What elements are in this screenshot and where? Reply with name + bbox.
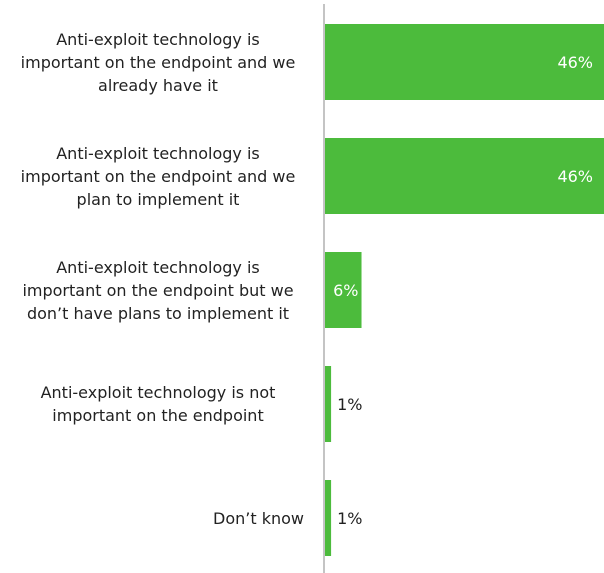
bar-1 xyxy=(325,24,604,100)
data-label-1: 46% xyxy=(557,53,593,72)
category-label-3: Anti-exploit technology is important on t… xyxy=(8,252,308,328)
bar-4 xyxy=(325,366,332,442)
category-label-line: don’t have plans to implement it xyxy=(26,303,290,323)
data-label-3: 6% xyxy=(333,281,358,300)
category-label-2: Anti-exploit technology is important on t… xyxy=(8,138,308,214)
category-label-line: already have it xyxy=(98,75,218,95)
bar-2 xyxy=(325,138,604,214)
category-label-line: Anti-exploit technology is xyxy=(56,29,260,49)
category-label-line: important on the endpoint and we xyxy=(20,166,296,186)
category-label-1: Anti-exploit technology is important on t… xyxy=(8,24,308,100)
category-label-line: Anti-exploit technology is not xyxy=(40,383,276,402)
category-label-5: Don’t know xyxy=(8,480,304,556)
bar-5 xyxy=(325,480,332,556)
category-label-4: Anti-exploit technology is not important … xyxy=(8,366,308,442)
data-label-2: 46% xyxy=(557,167,593,186)
data-label-5: 1% xyxy=(337,509,362,528)
category-label-line: Anti-exploit technology is xyxy=(56,257,260,277)
data-label-4: 1% xyxy=(337,395,362,414)
category-label-line: Don’t know xyxy=(213,508,304,528)
category-label-line: Anti-exploit technology is xyxy=(56,143,260,163)
category-label-line: important on the endpoint xyxy=(52,406,264,425)
bar-3 xyxy=(325,252,362,328)
category-label-line: important on the endpoint but we xyxy=(22,280,294,300)
category-label-line: important on the endpoint and we xyxy=(20,52,296,72)
category-label-line: plan to implement it xyxy=(76,189,240,209)
